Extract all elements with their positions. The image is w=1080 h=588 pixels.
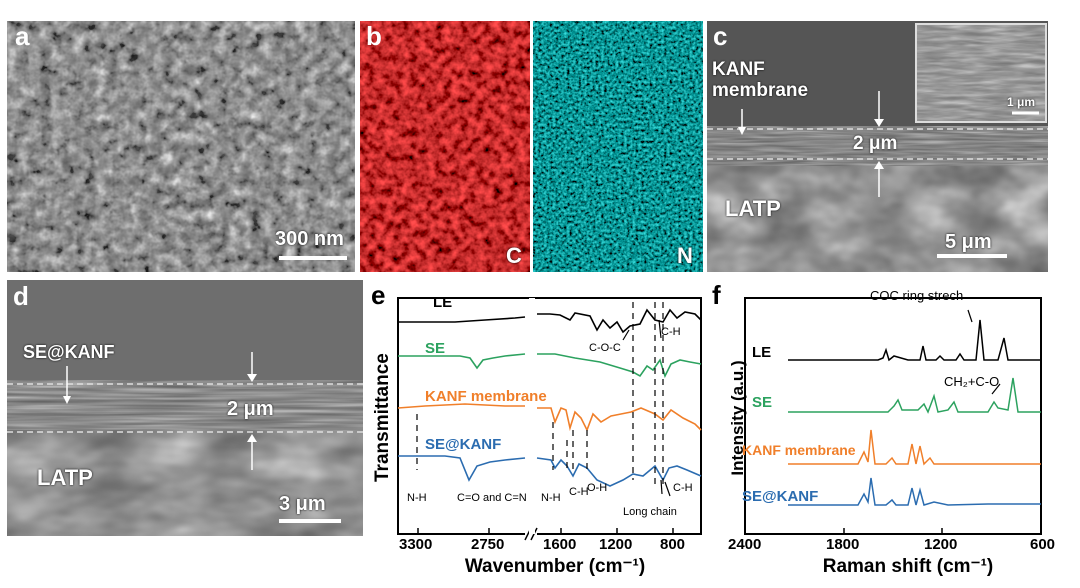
raman-plot <box>744 297 1042 535</box>
series-label-le: LE <box>433 294 453 311</box>
series-label-se-kanf: SE@KANF <box>742 488 819 505</box>
panel-c-sem-cross-section: 1 μm c KANF membrane 2 μm LATP 5 μm <box>707 21 1048 272</box>
series-label-se: SE <box>425 340 446 357</box>
y-axis-label: Intensity (a.u.) <box>728 360 747 476</box>
plot-frame <box>397 297 702 535</box>
annotation-c-o-c-n: C=O and C=N <box>457 492 527 504</box>
series-kanf-membrane <box>397 403 702 432</box>
series-se-kanf <box>398 455 702 487</box>
panel-label-a: a <box>15 21 30 51</box>
element-label-c: C <box>506 243 522 268</box>
plot-frame <box>744 297 1042 535</box>
panel-label-e: e <box>371 280 386 310</box>
annotation-coc-ring: COC ring strech <box>870 288 964 303</box>
annotation-o-h: O-H <box>587 482 608 494</box>
series-label-se: SE <box>752 394 773 411</box>
series-label-se-kanf: SE@KANF <box>425 436 502 453</box>
series-se-kanf <box>788 477 1041 506</box>
material-label-kanf-membrane: KANF membrane <box>712 59 809 101</box>
scale-bar-label: 5 μm <box>945 231 992 253</box>
sem-texture <box>7 21 355 272</box>
x-tick-label: 1800 <box>826 536 860 553</box>
series-se <box>398 353 702 379</box>
x-tick-label: 1200 <box>599 536 633 553</box>
series-le <box>398 308 702 334</box>
eds-carbon-texture <box>360 21 530 272</box>
panel-a-sem-image: a 300 nm <box>7 21 355 272</box>
panel-d-sem-cross-section: d SE@KANF 2 μm LATP 3 μm <box>7 280 363 536</box>
x-tick-label: 3300 <box>399 536 433 553</box>
annotation-ch2-co: CH₂+C-O <box>944 374 1000 389</box>
series-label-le: LE <box>752 344 772 361</box>
x-axis-label: Wavenumber (cm⁻¹) <box>464 556 646 577</box>
x-axis-label: Raman shift (cm⁻¹) <box>822 556 994 577</box>
x-tick-label: 1200 <box>924 536 958 553</box>
panel-label-c: c <box>713 21 728 51</box>
annotation-n-h: N-H <box>541 492 561 504</box>
series-label-kanf-membrane: KANF membrane <box>742 442 856 458</box>
x-tick-label: 1600 <box>543 536 577 553</box>
annotation-c-h: C-H <box>661 326 681 338</box>
series-label-kanf-membrane: KANF membrane <box>425 388 547 405</box>
series-se <box>788 377 1041 414</box>
panel-b-eds-map-n: N <box>533 21 703 272</box>
annotation-n-h: N-H <box>407 492 427 504</box>
plot-break-gap <box>529 298 535 534</box>
thickness-label: 2 μm <box>227 398 274 420</box>
panel-b-eds-map-c: b C <box>360 21 530 272</box>
material-label-latp: LATP <box>37 465 93 490</box>
series-kanf-membrane <box>788 429 1041 466</box>
scale-bar <box>279 256 347 260</box>
panel-f-raman-chart: f Intensity (a.u.) Raman shift (cm⁻¹) 24… <box>708 280 1080 583</box>
x-tick-label: 2400 <box>728 536 762 553</box>
panel-label-d: d <box>13 281 29 311</box>
inset-scale-bar-label: 1 μm <box>1007 95 1036 109</box>
thickness-label: 2 μm <box>853 133 898 154</box>
ftir-plot <box>397 297 702 541</box>
scale-bar-label: 300 nm <box>275 228 344 250</box>
panel-e-ftir-chart: e <box>365 280 705 583</box>
x-tick-label: 2750 <box>471 536 505 553</box>
cross-section-texture <box>7 280 363 536</box>
material-label-se-kanf: SE@KANF <box>23 342 115 362</box>
x-tick-label: 800 <box>660 536 686 553</box>
series-le <box>788 319 1041 362</box>
panel-label-b: b <box>366 21 382 51</box>
scale-bar-label: 3 μm <box>279 493 326 515</box>
eds-nitrogen-texture <box>533 21 703 272</box>
element-label-n: N <box>677 243 693 268</box>
annotation-c-h: C-H <box>569 486 589 498</box>
annotation-c-h: C-H <box>673 482 693 494</box>
annotation-c-o-c: C-O-C <box>589 342 621 354</box>
panel-label-f: f <box>712 280 721 310</box>
x-tick-label: 600 <box>1030 536 1056 553</box>
material-label-latp: LATP <box>725 196 781 221</box>
inset-image: 1 μm <box>915 23 1047 123</box>
inset-texture <box>917 25 1045 121</box>
y-axis-label: Transmittance <box>372 353 393 482</box>
annotation-long-chain: Long chain <box>623 506 677 518</box>
